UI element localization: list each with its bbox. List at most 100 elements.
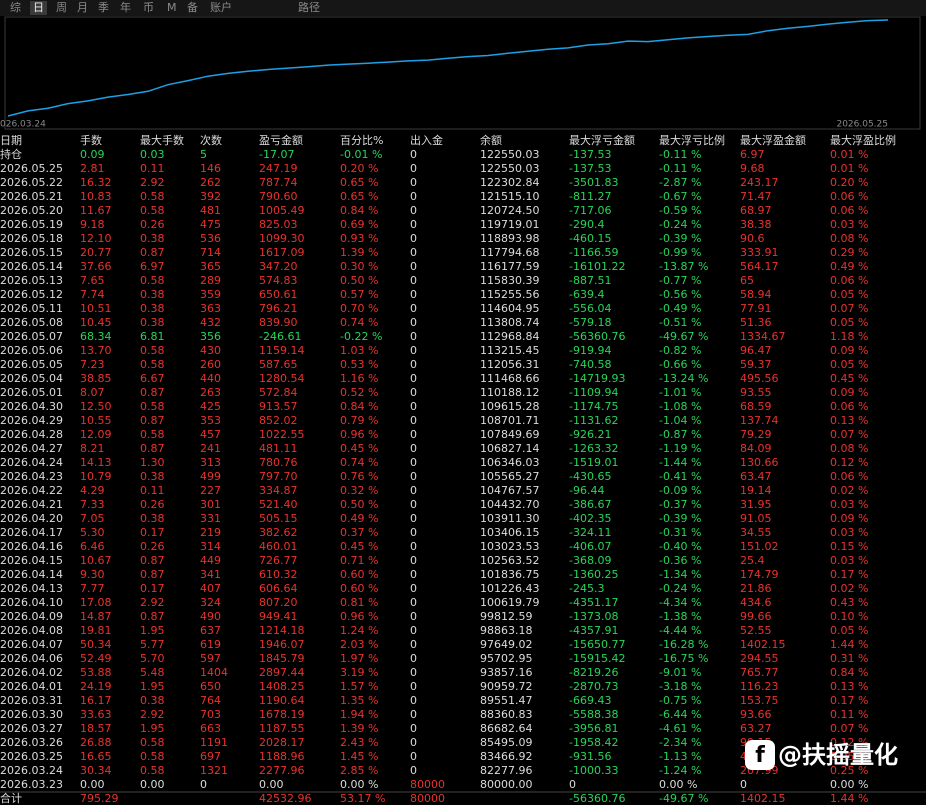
cell: 1.97 % — [340, 652, 378, 665]
tab[interactable]: 备 — [187, 0, 198, 14]
cell: -717.06 — [569, 204, 611, 217]
cell: 0.06 % — [830, 274, 868, 287]
cell: -1.19 % — [659, 442, 701, 455]
cell: 1845.79 — [259, 652, 305, 665]
tab[interactable]: 月 — [77, 1, 88, 14]
cell: -926.21 — [569, 428, 611, 441]
cell: 1678.19 — [259, 708, 305, 721]
cell: 0 — [410, 386, 417, 399]
cell: 12.10 — [80, 232, 112, 245]
cell: 8.21 — [80, 442, 105, 455]
row-label: 2026.05.13 — [0, 274, 63, 287]
cell: 0.10 % — [830, 610, 868, 623]
cell: 0.30 % — [340, 260, 378, 273]
cell: 0.87 — [140, 568, 165, 581]
cell: 85495.09 — [480, 736, 533, 749]
tab[interactable]: 账户 — [210, 0, 232, 14]
column-header: 最大浮亏金额 — [569, 133, 635, 147]
cell: 714 — [200, 246, 221, 259]
cell: -137.53 — [569, 162, 611, 175]
cell: -0.31 % — [659, 526, 701, 539]
cell: 481 — [200, 204, 221, 217]
row-label: 2026.04.20 — [0, 512, 63, 525]
cell: 0 — [410, 470, 417, 483]
row-label: 2026.05.25 — [0, 162, 63, 175]
cell: 0.05 % — [830, 316, 868, 329]
cell: 697 — [200, 750, 221, 763]
cell: 1.95 — [140, 680, 165, 693]
row-label: 2026.03.25 — [0, 750, 63, 763]
cell: -4.44 % — [659, 624, 701, 637]
cell: 0.87 — [140, 554, 165, 567]
cell: 137.74 — [740, 414, 779, 427]
cell: -16.28 % — [659, 638, 708, 651]
cell: 0 — [410, 218, 417, 231]
tab[interactable]: 季 — [98, 1, 109, 14]
row-label: 2026.04.15 — [0, 554, 63, 567]
cell: 1214.18 — [259, 624, 305, 637]
tab[interactable]: 路径 — [298, 1, 320, 14]
cell: 103406.15 — [480, 526, 540, 539]
cell: 58.94 — [740, 288, 772, 301]
cell: 1334.67 — [740, 330, 786, 343]
cell: -460.15 — [569, 232, 611, 245]
cell: 10.45 — [80, 316, 112, 329]
cell: 353 — [200, 414, 221, 427]
cell: 0.96 % — [340, 428, 378, 441]
tab-selected-bg — [30, 1, 47, 15]
cell: 0.53 % — [340, 358, 378, 371]
cell: 0.02 % — [830, 484, 868, 497]
cell: 0.84 % — [830, 666, 868, 679]
cell: 103023.53 — [480, 540, 540, 553]
cell: -96.44 — [569, 484, 604, 497]
row-label: 2026.05.04 — [0, 372, 63, 385]
cell: 0.08 % — [830, 442, 868, 455]
cell: -0.75 % — [659, 694, 701, 707]
cell: 0.00 % — [659, 778, 697, 791]
cell: 331 — [200, 512, 221, 525]
cell: 91.05 — [740, 512, 772, 525]
cell: -14719.93 — [569, 372, 625, 385]
cell: 113215.45 — [480, 344, 540, 357]
cell: 97649.02 — [480, 638, 533, 651]
row-label: 2026.04.13 — [0, 582, 63, 595]
cell: 1617.09 — [259, 246, 305, 259]
cell: -0.40 % — [659, 540, 701, 553]
cell: 0.58 — [140, 428, 165, 441]
cell: 0.26 — [140, 218, 165, 231]
cell: 324 — [200, 596, 221, 609]
cell: 243.17 — [740, 176, 779, 189]
tab[interactable]: 年 — [120, 0, 131, 14]
cell: 495.56 — [740, 372, 779, 385]
cell: -17.07 — [259, 148, 294, 161]
cell: 574.83 — [259, 274, 298, 287]
cell: 0 — [410, 666, 417, 679]
cell: 0 — [410, 148, 417, 161]
cell: -931.56 — [569, 750, 611, 763]
cell: 53.17 % — [340, 792, 385, 805]
cell: 112056.31 — [480, 358, 540, 371]
tab[interactable]: 币 — [143, 1, 154, 14]
tab[interactable]: 周 — [56, 1, 67, 14]
cell: 33.63 — [80, 708, 112, 721]
cell: -919.94 — [569, 344, 611, 357]
cell: 59.37 — [740, 358, 772, 371]
cell: 1190.64 — [259, 694, 305, 707]
tab[interactable]: M — [167, 1, 177, 14]
row-label: 2026.04.09 — [0, 610, 63, 623]
cell: 432 — [200, 316, 221, 329]
cell: -0.67 % — [659, 190, 701, 203]
cell: -0.82 % — [659, 344, 701, 357]
cell: 0.45 % — [830, 372, 868, 385]
cell: 0 — [410, 652, 417, 665]
cell: 797.70 — [259, 470, 298, 483]
tab[interactable]: 日 — [33, 1, 44, 14]
row-label: 2026.04.17 — [0, 526, 63, 539]
cell: 949.41 — [259, 610, 298, 623]
row-label: 2026.05.20 — [0, 204, 63, 217]
cell: 53.88 — [80, 666, 112, 679]
cell: 130.66 — [740, 456, 779, 469]
tab[interactable]: 综 — [10, 0, 21, 14]
cell: 90.6 — [740, 232, 765, 245]
cell: 5.70 — [140, 652, 165, 665]
